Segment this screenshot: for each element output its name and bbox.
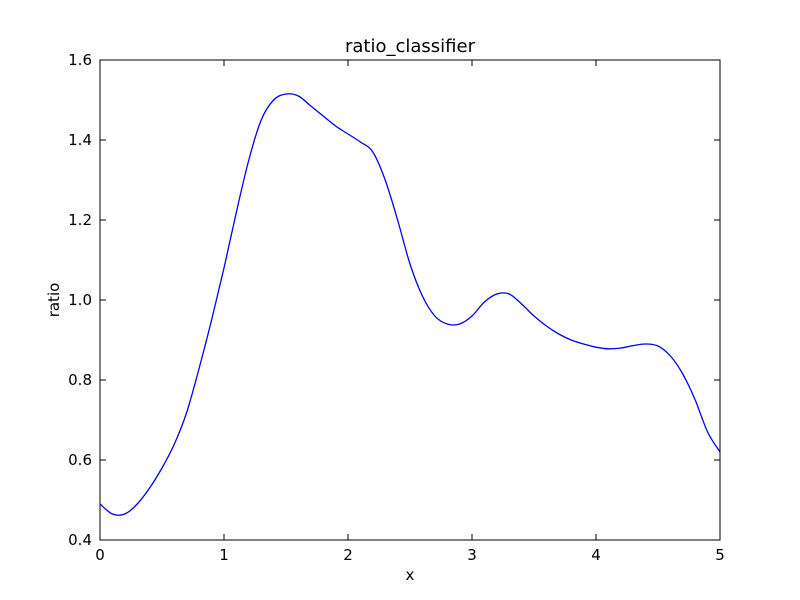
- x-tick-label: 1: [219, 546, 229, 564]
- x-tick-label: 4: [591, 546, 601, 564]
- y-tick-label: 1.6: [68, 51, 92, 69]
- x-tick-label: 2: [343, 546, 353, 564]
- y-tick-label: 0.4: [68, 531, 92, 549]
- x-tick-label: 0: [95, 546, 105, 564]
- y-tick-label: 0.6: [68, 451, 92, 469]
- chart-title: ratio_classifier: [345, 36, 476, 57]
- y-tick-label: 1.4: [68, 131, 92, 149]
- series-line: [99, 93, 721, 516]
- plot-frame: [99, 59, 721, 541]
- x-axis-label: x: [406, 566, 415, 584]
- y-axis-label: ratio: [45, 283, 63, 318]
- y-tick-label: 1.2: [68, 211, 92, 229]
- x-tick-label: 3: [467, 546, 477, 564]
- series-layer: [99, 93, 721, 516]
- y-tick-label: 1.0: [68, 291, 92, 309]
- x-tick-label: 5: [715, 546, 725, 564]
- y-tick-label: 0.8: [68, 371, 92, 389]
- ticks-layer: 0 1 2 3 4 5 0.4 0.6 0.8 1.0 1.2 1.4 1.6: [68, 51, 725, 564]
